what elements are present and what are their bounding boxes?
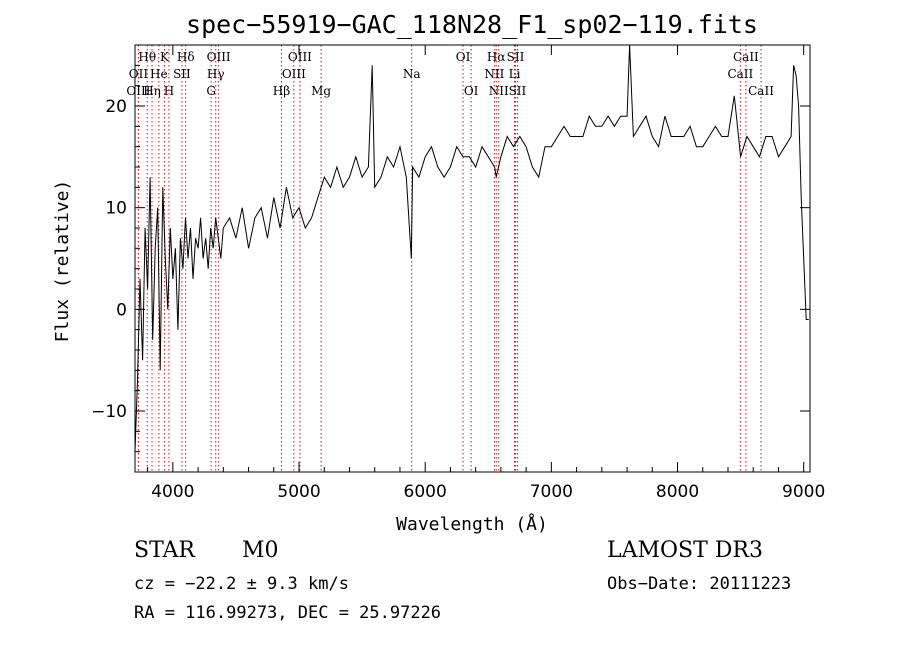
line-label-6: Hδ xyxy=(177,50,195,64)
x-tick-label-4: 8000 xyxy=(656,482,699,502)
line-label-11: G xyxy=(206,84,216,98)
y-axis-label: Flux (relative) xyxy=(52,180,73,343)
y-tick-label-0: −10 xyxy=(91,402,127,422)
x-tick-label-0: 4000 xyxy=(151,482,194,502)
line-label-5: Hη xyxy=(143,84,161,98)
line-label-4: He xyxy=(150,67,168,81)
y-tick-label-2: 10 xyxy=(105,199,127,219)
line-label-10: Hγ xyxy=(207,67,225,81)
chart-title: spec−55919−GAC_118N28_F1_sp02−119.fits xyxy=(186,10,758,39)
survey-name: LAMOST DR3 xyxy=(607,538,763,563)
line-label-12: OIII xyxy=(288,50,312,64)
line-label-3: K xyxy=(160,50,170,64)
line-label-22: SII xyxy=(507,50,525,64)
line-label-16: Na xyxy=(403,67,421,81)
obs-date-text: Obs−Date: 20111223 xyxy=(607,574,792,594)
x-tick-label-5: 9000 xyxy=(782,482,825,502)
line-label-26: CaII xyxy=(727,67,753,81)
x-axis-ticks: 4000 5000 6000 7000 8000 9000 xyxy=(147,45,825,502)
line-label-19: Hα xyxy=(487,50,506,64)
line-label-14: Hβ xyxy=(273,84,290,98)
x-axis-label: Wavelength (Å) xyxy=(396,513,548,535)
x-tick-label-2: 6000 xyxy=(404,482,447,502)
line-label-15: Mg xyxy=(311,84,331,98)
line-label-2: OIII xyxy=(126,84,150,98)
line-label-20: NII xyxy=(484,67,504,81)
x-tick-label-1: 5000 xyxy=(277,482,320,502)
x-tick-label-3: 7000 xyxy=(530,482,573,502)
line-label-17: OI xyxy=(456,50,471,64)
coordinates-text: RA = 116.99273, DEC = 25.97226 xyxy=(134,603,442,623)
emission-line-labels: Hθ OII OIII K He Hη Hδ SII H OIII Hγ G OIII OIII Hβ Mg N… xyxy=(126,50,774,98)
line-label-8: H xyxy=(164,84,174,98)
y-axis-ticks: −10 0 10 20 xyxy=(91,64,810,453)
spectrum-series-line xyxy=(134,44,809,452)
y-tick-label-1: 0 xyxy=(116,300,127,320)
object-subclass: M0 xyxy=(242,538,279,563)
line-label-7: SII xyxy=(173,67,191,81)
line-label-0: Hθ xyxy=(138,50,156,64)
emission-line-markers xyxy=(137,45,762,472)
redshift-text: cz = −22.2 ± 9.3 km/s xyxy=(134,574,349,594)
line-label-23: Li xyxy=(509,67,521,81)
line-label-25: CaII xyxy=(733,50,759,64)
y-tick-label-3: 20 xyxy=(105,97,127,117)
object-class: STAR xyxy=(134,538,195,563)
line-label-27: CaII xyxy=(748,84,774,98)
plot-frame xyxy=(134,44,811,473)
line-label-18: OI xyxy=(464,84,479,98)
line-label-13: OIII xyxy=(282,67,306,81)
line-label-21: NII xyxy=(489,84,509,98)
line-label-1: OII xyxy=(129,67,149,81)
line-label-9: OIII xyxy=(207,50,231,64)
line-label-24: SII xyxy=(509,84,527,98)
